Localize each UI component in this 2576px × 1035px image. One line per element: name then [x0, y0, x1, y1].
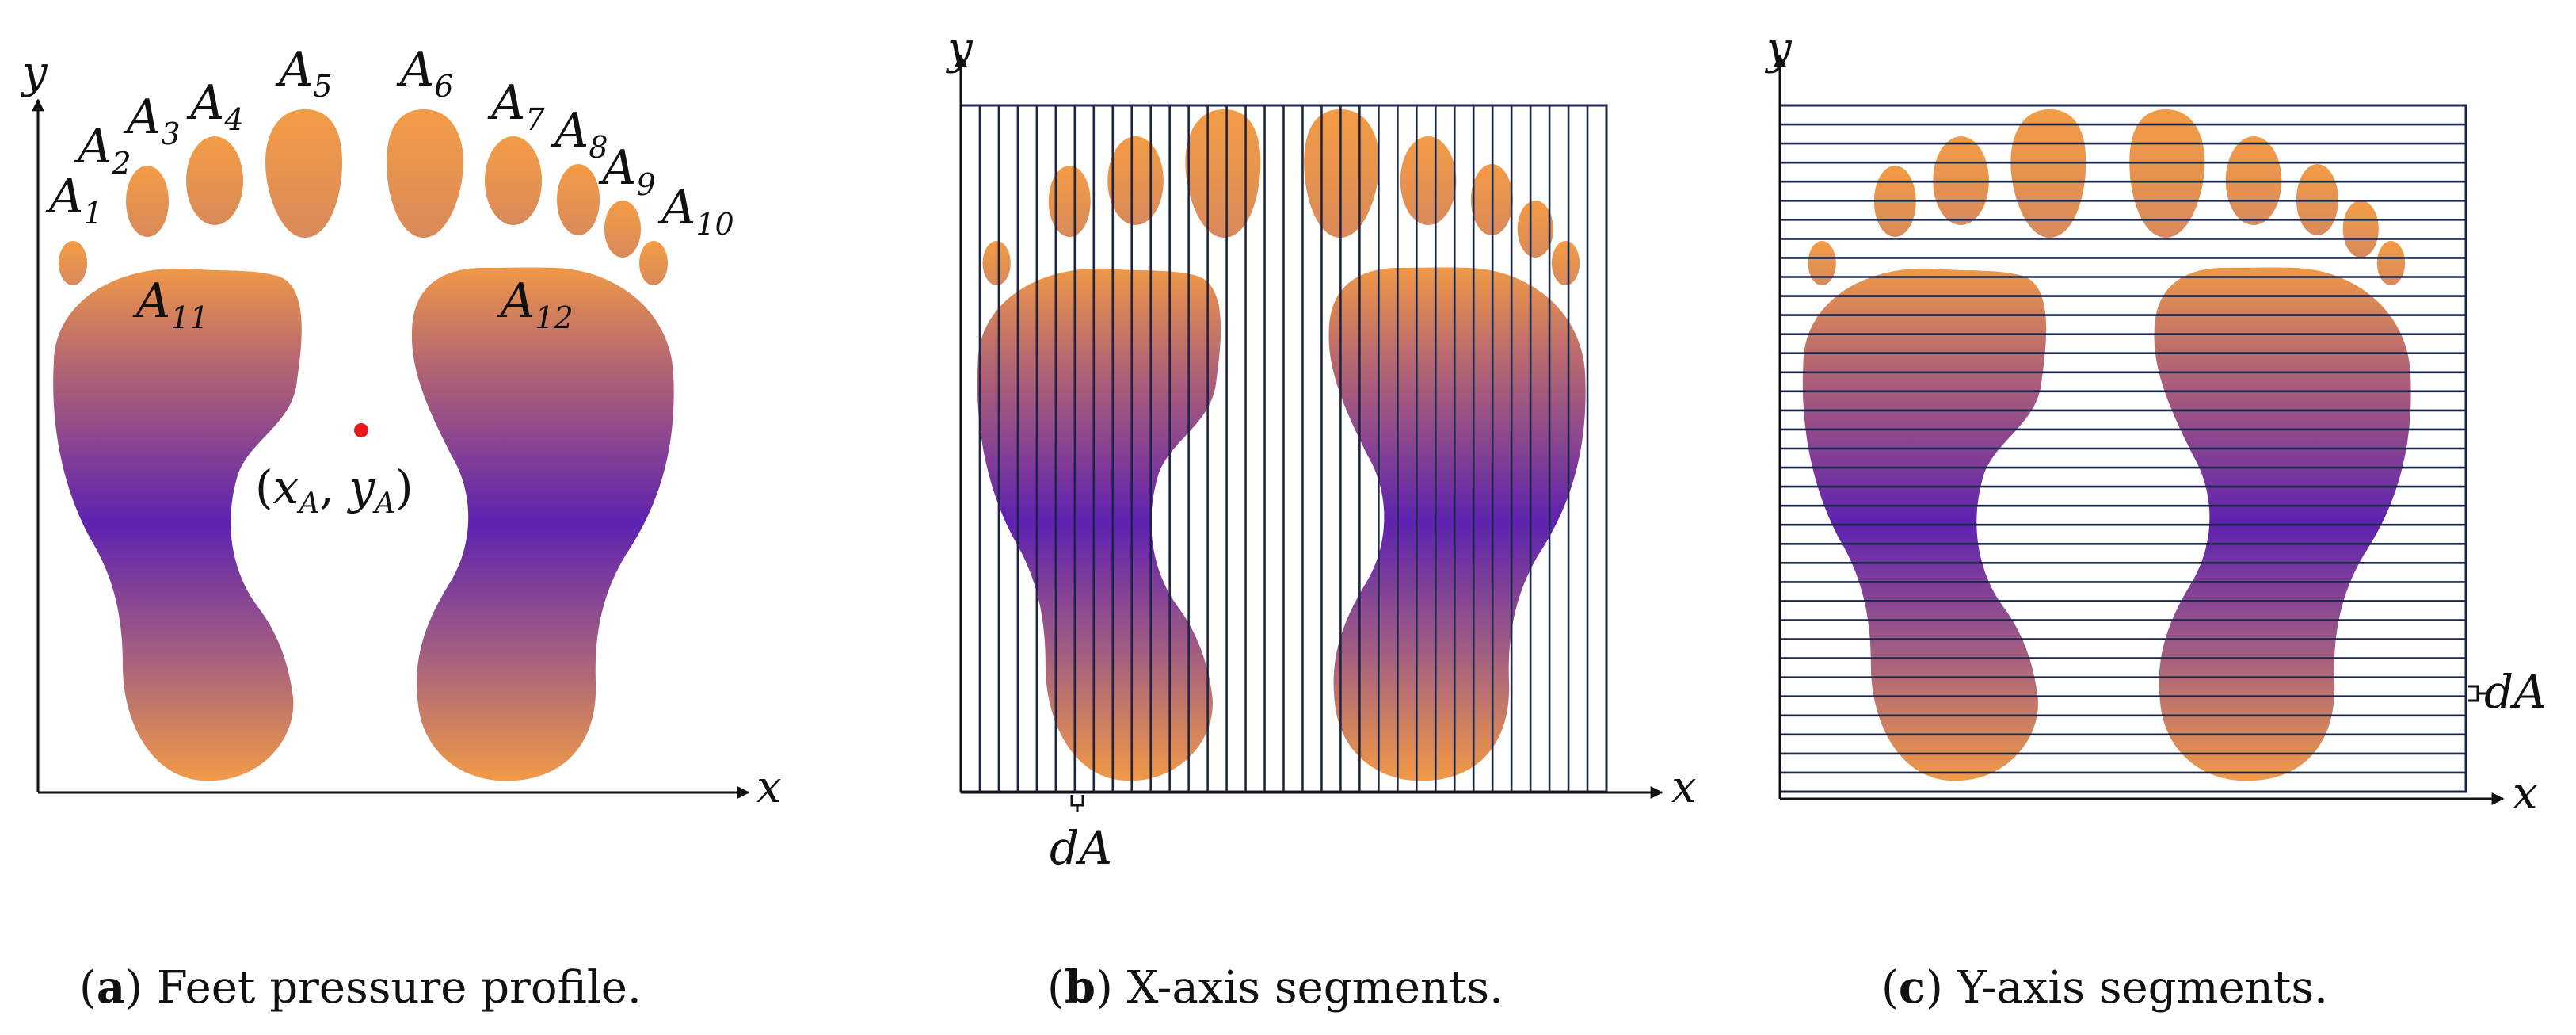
- y-axis-label: y: [1764, 23, 1793, 74]
- area-labels: A1 A2 A3 A4 A5 A6 A7 A8 A9 A10 A11 A12: [45, 42, 734, 335]
- panel-c: y x dA (c) Y-axis segments.: [1764, 23, 2547, 1014]
- y-axis-label: y: [945, 23, 974, 74]
- x-axis-label: x: [2513, 768, 2538, 819]
- y-axis-segment-lines: [1780, 123, 2466, 774]
- area-label-8: A8: [551, 103, 608, 165]
- area-label-7: A7: [487, 75, 545, 137]
- area-label-9: A9: [598, 140, 656, 202]
- area-label-1: A1: [45, 169, 103, 231]
- x-axis-label: x: [1671, 762, 1697, 813]
- segment-brace: [2468, 685, 2486, 702]
- x-axis-segment-lines: [978, 105, 1589, 792]
- segment-label: dA: [1050, 821, 1112, 875]
- feet-y-segmented: [1802, 109, 2411, 781]
- panel-b: y x dA (b) X-axis segments.: [945, 23, 1697, 1014]
- segment-label: dA: [2484, 665, 2547, 719]
- area-label-5: A5: [275, 42, 333, 104]
- y-axis-label: y: [20, 47, 48, 98]
- feet-pressure-profile: [53, 109, 674, 781]
- panel-a: y x A1 A2 A3 A4 A5 A6 A7 A8 A9 A10 A11 A…: [20, 42, 782, 1014]
- segment-brace: [1070, 795, 1084, 812]
- x-axis-label: x: [756, 762, 782, 813]
- area-label-11: A11: [132, 273, 209, 335]
- caption-b: (b) X-axis segments.: [1047, 961, 1503, 1014]
- area-label-2: A2: [74, 119, 131, 181]
- centroid-dot: [354, 423, 368, 437]
- area-label-12: A12: [497, 273, 574, 335]
- area-label-4: A4: [186, 75, 244, 137]
- feet-x-segmented: [977, 109, 1586, 781]
- caption-a: (a) Feet pressure profile.: [79, 961, 642, 1014]
- area-label-3: A3: [123, 90, 181, 151]
- area-label-6: A6: [396, 42, 454, 104]
- centroid-label: (xA, yA): [255, 460, 413, 520]
- caption-c: (c) Y-axis segments.: [1881, 961, 2328, 1014]
- area-label-10: A10: [657, 180, 734, 242]
